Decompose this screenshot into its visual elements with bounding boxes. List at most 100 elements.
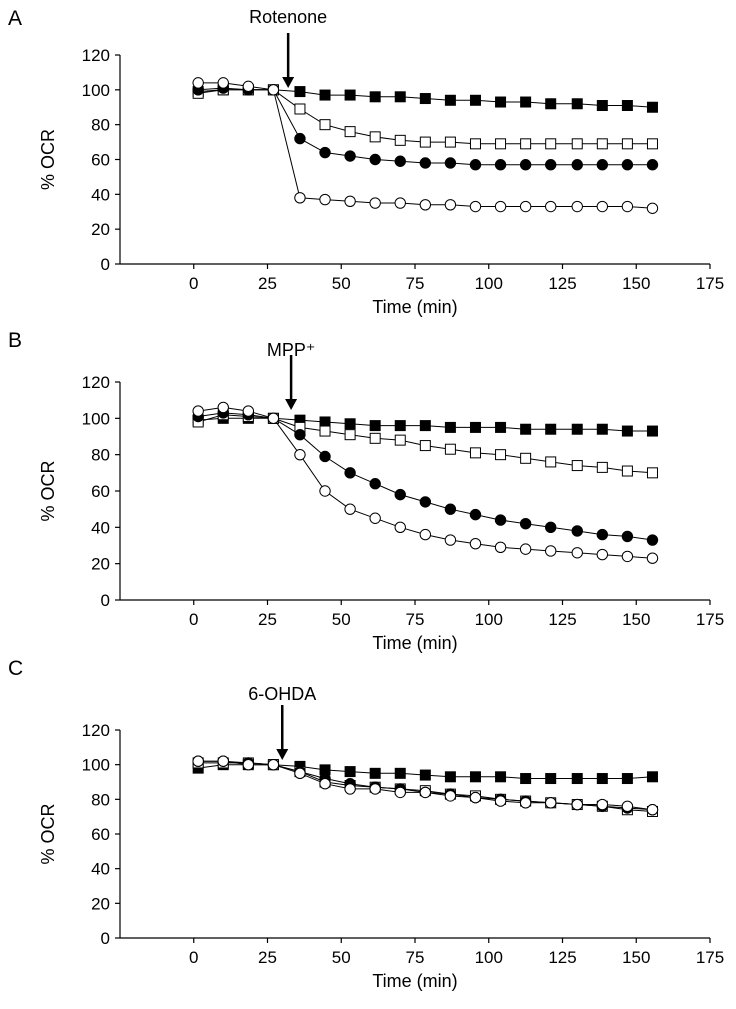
y-tick-label: 120	[82, 721, 110, 740]
data-point-open-circle	[192, 755, 204, 767]
data-point-filled-circle	[519, 518, 532, 530]
data-point-filled-circle	[469, 159, 482, 171]
data-point-open-circle	[646, 202, 659, 214]
x-tick-label: 100	[475, 274, 503, 293]
data-point-open-circle	[294, 192, 306, 204]
data-point-open-circle	[344, 195, 356, 208]
y-tick-label: 60	[91, 151, 110, 170]
data-point-filled-circle	[494, 159, 507, 171]
y-tick-label: 100	[82, 81, 110, 100]
data-point-filled-square	[571, 773, 583, 785]
data-point-open-square	[319, 119, 331, 131]
data-point-filled-square	[545, 423, 557, 435]
data-point-filled-square	[344, 418, 356, 430]
data-point-open-circle	[242, 80, 255, 93]
x-tick-label: 175	[696, 610, 724, 629]
data-point-open-circle	[545, 797, 557, 809]
data-point-filled-square	[469, 94, 481, 106]
data-point-open-circle	[394, 786, 406, 799]
data-point-open-circle	[444, 790, 457, 802]
data-point-open-square	[596, 461, 608, 473]
data-point-open-circle	[621, 200, 634, 213]
data-point-open-square	[646, 138, 658, 150]
data-point-filled-circle	[545, 521, 557, 534]
x-tick-label: 50	[332, 948, 351, 967]
chart-panel-A: A 0 20 40 60 80 100 120 0 25 50 75 100 125 150 175 Time …	[8, 7, 724, 317]
data-point-open-circle	[242, 758, 255, 771]
data-point-open-circle	[545, 545, 557, 557]
arrow-head-icon	[282, 77, 295, 88]
data-point-open-square	[571, 460, 583, 472]
data-point-open-circle	[545, 200, 557, 213]
data-point-open-square	[545, 138, 557, 150]
data-point-open-circle	[519, 543, 532, 555]
data-point-filled-square	[621, 425, 633, 437]
data-point-open-circle	[571, 200, 583, 213]
y-axis-title: % OCR	[38, 460, 58, 521]
data-point-open-circle	[444, 199, 457, 211]
data-point-open-circle	[494, 200, 507, 213]
data-point-filled-square	[571, 98, 583, 110]
data-point-filled-square	[419, 93, 431, 105]
x-tick-label: 175	[696, 274, 724, 293]
data-point-open-square	[646, 467, 658, 479]
data-point-open-circle	[419, 528, 432, 541]
data-point-filled-square	[520, 423, 532, 435]
data-point-filled-square	[646, 425, 658, 437]
data-point-filled-circle	[369, 153, 381, 166]
data-point-open-square	[545, 456, 557, 468]
data-point-filled-square	[621, 100, 633, 112]
x-tick-label: 0	[189, 610, 198, 629]
data-point-filled-circle	[596, 159, 609, 171]
data-point-open-square	[394, 434, 406, 446]
y-tick-label: 80	[91, 446, 110, 465]
x-axis-title: Time (min)	[372, 633, 457, 653]
data-point-filled-circle	[519, 159, 532, 171]
data-point-filled-square	[469, 421, 481, 433]
x-tick-label: 0	[189, 274, 198, 293]
data-point-filled-circle	[571, 525, 583, 537]
y-tick-label: 80	[91, 790, 110, 809]
data-point-filled-square	[545, 773, 557, 785]
x-tick-label: 0	[189, 948, 198, 967]
data-point-open-square	[444, 136, 456, 148]
data-point-filled-circle	[494, 514, 507, 526]
data-point-open-circle	[394, 521, 406, 534]
data-point-open-circle	[419, 199, 432, 211]
y-tick-label: 20	[91, 894, 110, 913]
x-tick-label: 150	[622, 948, 650, 967]
data-point-filled-square	[495, 771, 507, 783]
data-point-open-circle	[217, 755, 229, 767]
x-axis-title: Time (min)	[372, 297, 457, 317]
data-point-open-circle	[369, 197, 381, 209]
data-point-open-circle	[469, 200, 482, 213]
data-point-open-square	[419, 440, 431, 452]
data-point-open-circle	[519, 200, 532, 213]
chart-panel-B: B 0 20 40 60 80 100 120 0 25 50 75 100 125 150 175 Time …	[8, 329, 724, 653]
data-point-open-square	[469, 447, 481, 459]
data-point-open-square	[469, 138, 481, 150]
data-point-open-square	[394, 134, 406, 146]
data-point-open-circle	[192, 77, 204, 89]
data-point-filled-circle	[444, 503, 457, 515]
x-tick-label: 125	[548, 274, 576, 293]
data-point-open-circle	[242, 405, 255, 417]
x-tick-label: 100	[475, 948, 503, 967]
arrow-head-icon	[285, 399, 298, 410]
data-point-open-circle	[596, 200, 609, 213]
data-point-filled-circle	[319, 146, 331, 159]
data-point-filled-square	[419, 769, 431, 781]
data-point-open-circle	[344, 783, 356, 795]
data-point-open-circle	[294, 448, 306, 461]
x-tick-label: 125	[548, 948, 576, 967]
x-tick-label: 150	[622, 610, 650, 629]
data-point-open-square	[571, 138, 583, 150]
data-point-filled-circle	[545, 159, 557, 171]
treatment-label: Rotenone	[249, 7, 327, 27]
data-point-open-square	[344, 126, 356, 138]
data-point-open-circle	[369, 783, 381, 795]
x-tick-label: 25	[258, 610, 277, 629]
data-point-filled-circle	[444, 157, 457, 169]
data-point-filled-square	[444, 94, 456, 106]
data-point-filled-square	[394, 91, 406, 103]
